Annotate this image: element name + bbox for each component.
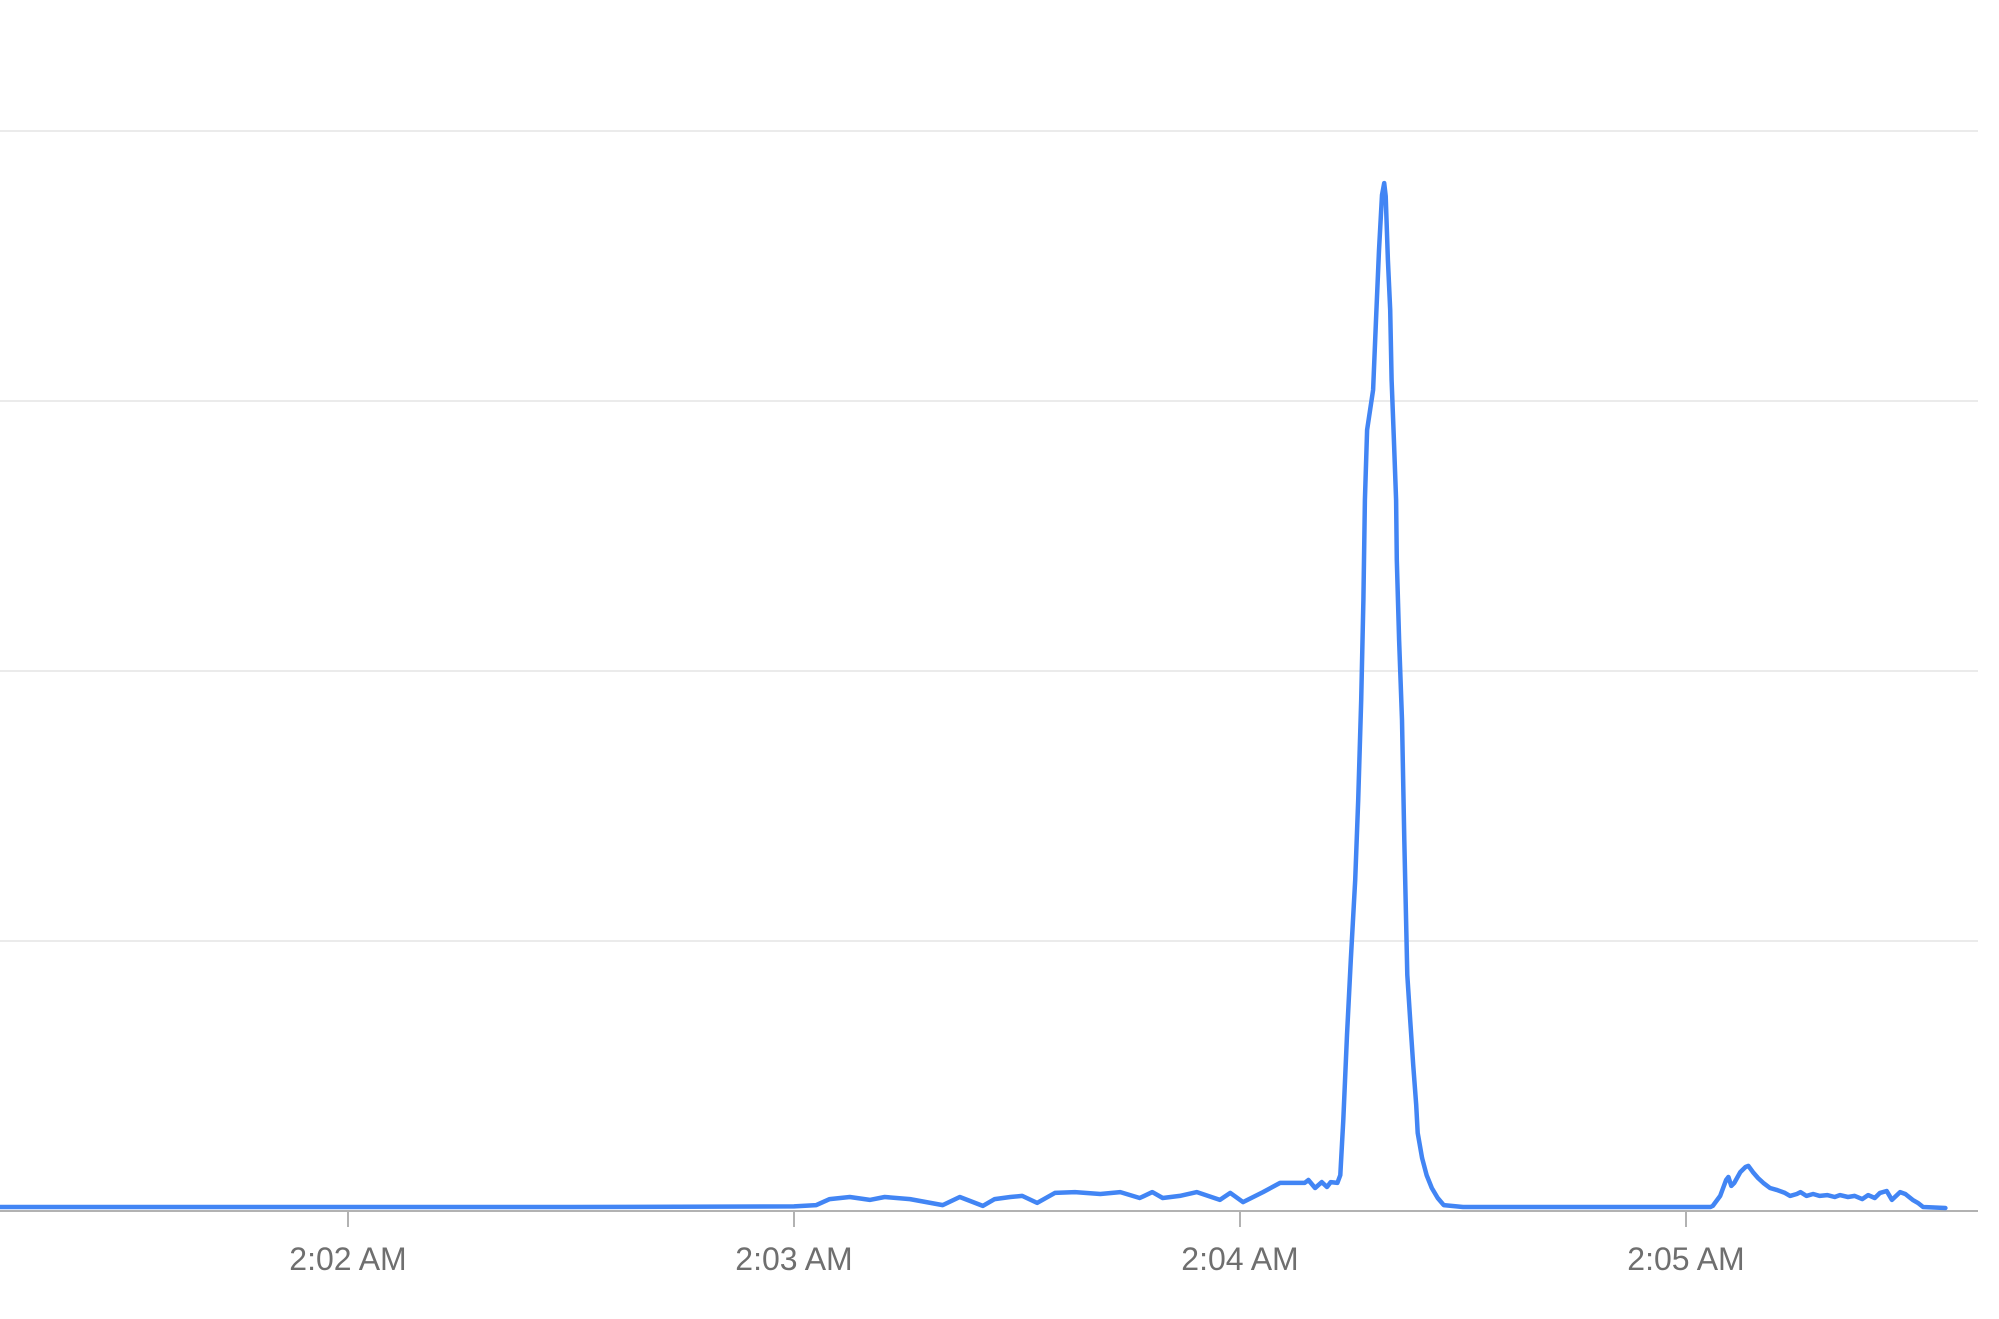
gridlines [0, 130, 1978, 942]
x-axis: 2:02 AM 2:03 AM 2:04 AM 2:05 AM [0, 1210, 1978, 1277]
series-line-group [0, 180, 1948, 1211]
x-axis-label: 2:05 AM [1627, 1241, 1744, 1277]
x-axis-label: 2:04 AM [1181, 1241, 1298, 1277]
series-line [0, 180, 1948, 1211]
x-axis-label: 2:03 AM [735, 1241, 852, 1277]
x-axis-label: 2:02 AM [289, 1241, 406, 1277]
